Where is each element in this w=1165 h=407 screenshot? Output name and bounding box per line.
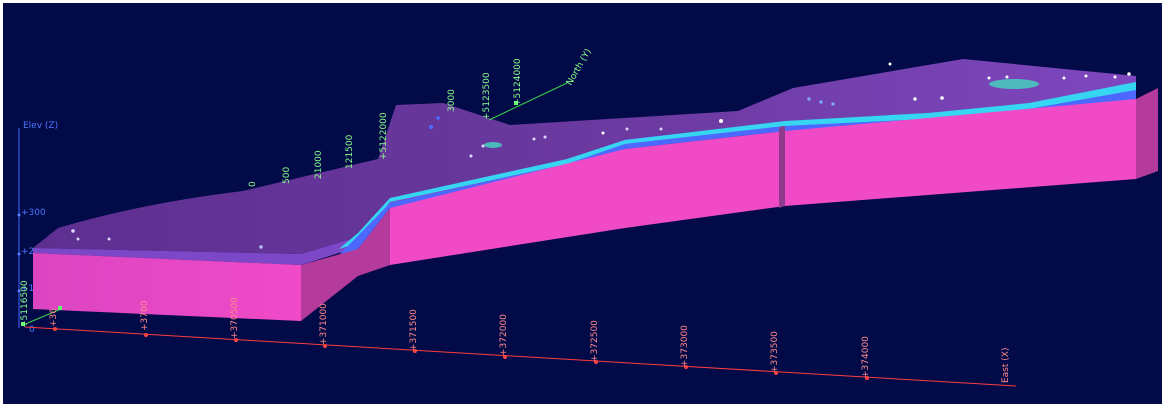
z-axis: Elev (Z) +300 +2 +1 0: [17, 121, 58, 335]
x-tick-374000: +374000: [861, 336, 871, 378]
x-tick-3700: +3700: [140, 300, 150, 331]
far-block-front-face: [785, 99, 1136, 206]
3d-viewport[interactable]: Elev (Z) +300 +2 +1 0 +5116500 3000 +512…: [3, 3, 1162, 404]
aquifer-layer: [339, 82, 1136, 249]
y-tick-5122000: +5122000: [379, 112, 389, 160]
x-axis-label: East (X): [1001, 348, 1011, 383]
x-tick-373500: +373500: [770, 331, 780, 373]
left-block-side-face: [301, 208, 390, 321]
fault-plane: [779, 126, 785, 208]
y-tick-5123500: +5123500: [482, 72, 492, 120]
right-block-front-face: [625, 131, 785, 228]
y-tick-121500: 121500: [345, 134, 355, 169]
z-tick-2: +2: [21, 247, 34, 257]
x-tick-370500: +370500: [230, 297, 240, 339]
z-tick-1: +1: [21, 284, 34, 294]
x-tick-371000: +371000: [319, 303, 329, 345]
x-axis: +36 +3700 +370500 +371000 +371500 +37200…: [24, 297, 1017, 387]
geology-scene[interactable]: Elev (Z) +300 +2 +1 0 +5116500 3000 +512…: [3, 3, 1162, 404]
z-axis-label: Elev (Z): [23, 121, 58, 131]
x-tick-372000: +372000: [499, 314, 509, 356]
borehole-markers: [71, 62, 1131, 249]
z-tick-0: 0: [29, 325, 35, 335]
x-tick-372500: +372500: [590, 320, 600, 362]
x-tick-371500: +371500: [409, 309, 419, 351]
y-tick-5116500: +5116500: [20, 280, 30, 328]
terrain-top-surface: [33, 59, 1136, 254]
far-block-side-face: [1136, 88, 1158, 179]
y-tick-3000: 3000: [447, 89, 457, 112]
y-tick-5124000: +5124000: [513, 58, 523, 106]
x-tick-36: +36: [49, 308, 59, 327]
left-block-front-face: [33, 253, 301, 321]
middle-block-front-face: [390, 149, 625, 265]
y-tick-0: 0: [248, 181, 258, 187]
y-tick-21000: 21000: [314, 150, 324, 179]
y-tick-500: 500: [282, 167, 292, 184]
z-tick-300: +300: [21, 208, 46, 218]
x-tick-373000: +373000: [680, 325, 690, 367]
